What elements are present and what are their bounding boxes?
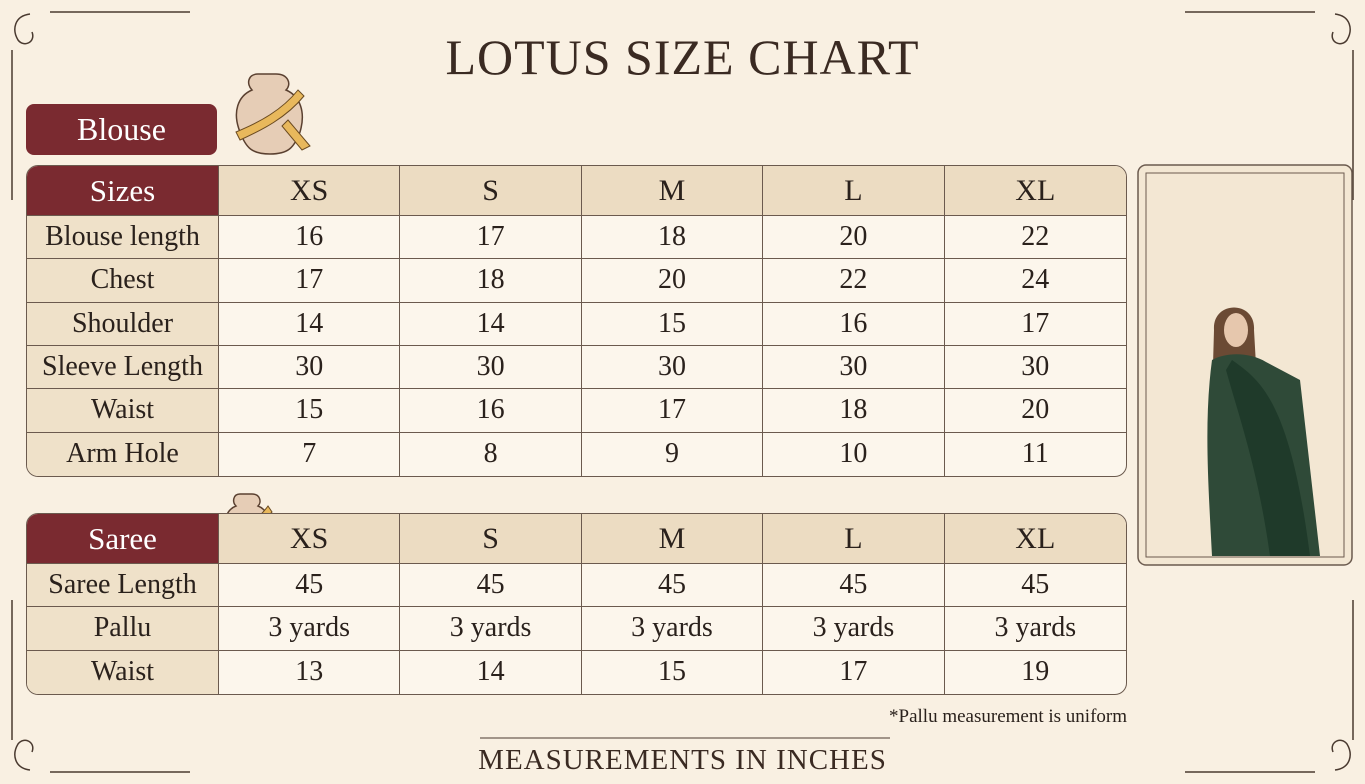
measurement-cell: 18	[763, 389, 945, 433]
measurement-cell: 20	[944, 389, 1126, 433]
blouse-table: Sizes XS S M L XL Blouse length 16 17 18 20 22 Chest…	[26, 165, 1127, 477]
size-header: XL	[944, 166, 1126, 216]
measurement-cell: 17	[400, 216, 582, 260]
row-label: Shoulder	[27, 302, 219, 346]
size-header: XL	[944, 514, 1126, 564]
measurement-cell: 18	[400, 259, 582, 303]
measurement-cell: 3 yards	[763, 607, 945, 651]
measurement-cell: 24	[944, 259, 1126, 303]
measurement-cell: 30	[581, 345, 764, 390]
measurement-cell: 14	[400, 302, 582, 346]
measurement-cell: 30	[400, 345, 582, 390]
size-header: S	[400, 514, 582, 564]
row-label: Arm Hole	[27, 432, 219, 476]
size-header: XS	[219, 514, 401, 564]
measurement-cell: 3 yards	[944, 607, 1126, 651]
measurement-cell: 30	[763, 345, 945, 390]
measurement-cell: 7	[219, 432, 401, 476]
measurement-cell: 17	[763, 650, 945, 694]
measurement-cell: 10	[763, 432, 945, 476]
corner-header: Sizes	[27, 166, 219, 216]
saree-table: Saree XS S M L XL Saree Length 45 45 45 45 45 Pallu 3…	[26, 513, 1127, 695]
row-label: Sleeve Length	[27, 345, 219, 390]
measurement-cell: 15	[581, 302, 764, 346]
measurement-cell: 15	[219, 389, 401, 433]
measurement-cell: 15	[582, 650, 764, 694]
measurement-cell: 8	[400, 432, 582, 476]
measurement-cell: 17	[219, 259, 401, 303]
footnote: *Pallu measurement is uniform	[889, 706, 1127, 727]
measurement-cell: 16	[763, 302, 945, 346]
measurement-cell: 45	[219, 564, 401, 608]
row-label: Saree Length	[27, 564, 219, 608]
measurement-cell: 22	[763, 259, 945, 303]
row-label: Pallu	[27, 607, 219, 651]
measurement-cell: 3 yards	[219, 607, 401, 651]
measurement-cell: 3 yards	[581, 607, 764, 651]
measurement-cell: 3 yards	[400, 607, 582, 651]
measurement-cell: 9	[582, 432, 764, 476]
size-header: XS	[219, 166, 401, 216]
measurement-cell: 45	[944, 564, 1126, 608]
section-label: Blouse	[26, 104, 217, 155]
size-header: M	[581, 166, 764, 216]
measurement-cell: 14	[219, 302, 401, 346]
footer: MEASUREMENTS IN INCHES	[478, 744, 887, 776]
measurement-cell: 30	[219, 345, 401, 390]
measurement-cell: 17	[581, 389, 764, 433]
size-header: S	[400, 166, 582, 216]
title: LOTUS SIZE CHART	[445, 29, 920, 85]
measurement-cell: 30	[944, 346, 1126, 390]
measurement-cell: 17	[944, 303, 1126, 346]
measurement-cell: 19	[1021, 656, 1050, 688]
measurement-cell: 14	[400, 650, 582, 694]
measurement-cell: 20	[581, 259, 764, 303]
row-label: Chest	[27, 259, 219, 303]
measurement-cell: 16	[400, 389, 582, 433]
row-label: Waist	[27, 389, 219, 433]
measurement-cell: 22	[944, 216, 1126, 260]
corner-header: Saree	[27, 514, 219, 564]
row-label: Blouse length	[27, 216, 219, 260]
measurement-cell: 20	[763, 216, 945, 260]
measurement-cell: 45	[400, 564, 582, 608]
measurement-cell: 11	[1021, 438, 1049, 470]
size-header: L	[763, 166, 945, 216]
measurement-cell: 13	[219, 650, 401, 694]
size-header: L	[763, 514, 945, 564]
measurement-cell: 16	[219, 216, 401, 260]
measurement-cell: 18	[581, 216, 764, 260]
measurement-cell: 45	[581, 564, 764, 608]
row-label: Waist	[27, 650, 219, 694]
measurement-cell: 45	[763, 564, 945, 608]
size-header: M	[581, 514, 764, 564]
